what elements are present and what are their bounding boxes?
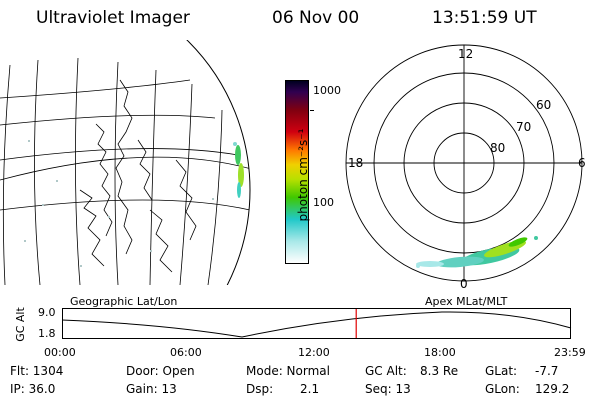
lat-label-80: 80 bbox=[490, 141, 505, 155]
timeline-xtick-2: 12:00 bbox=[298, 346, 330, 359]
timeline-xtick-0: 00:00 bbox=[44, 346, 76, 359]
timeline-xtick-3: 18:00 bbox=[424, 346, 456, 359]
glon-label: GLon: bbox=[485, 382, 520, 396]
altitude-timeline bbox=[62, 308, 572, 339]
date-label: 06 Nov 00 bbox=[272, 8, 360, 28]
ip-value: IP: 36.0 bbox=[10, 382, 56, 396]
altitude-curve bbox=[62, 311, 572, 338]
timeline-ytick-1.8: 1.8 bbox=[38, 327, 56, 340]
dsp-value: 2.1 bbox=[300, 382, 320, 396]
timeline-right-title: Apex MLat/MLT bbox=[425, 295, 508, 308]
timeline-left-title: Geographic Lat/Lon bbox=[70, 295, 178, 308]
mlt-label-12: 12 bbox=[458, 47, 473, 61]
colorbar-label: photon cm⁻²s⁻¹ bbox=[296, 128, 310, 222]
aurora-oval bbox=[416, 236, 538, 268]
geographic-map bbox=[0, 40, 251, 285]
colorbar-tick-1000: 1000 bbox=[313, 84, 341, 97]
instrument-title: Ultraviolet Imager bbox=[36, 8, 190, 28]
time-label: 13:51:59 UT bbox=[432, 8, 537, 28]
timeline-xtick-1: 06:00 bbox=[170, 346, 202, 359]
gc-alt-value: 8.3 Re bbox=[420, 364, 459, 378]
glon-value: 129.2 bbox=[535, 382, 570, 396]
dsp-label: Dsp: bbox=[246, 382, 274, 396]
sequence-value: Seq: 13 bbox=[365, 382, 411, 396]
timeline-y-label: GC Alt bbox=[13, 307, 27, 342]
mode-value: Mode: Normal bbox=[246, 364, 330, 378]
timeline-xtick-4: 23:59 bbox=[554, 346, 586, 359]
gc-alt-label: GC Alt: bbox=[365, 364, 407, 378]
colorbar bbox=[285, 80, 309, 264]
mlt-label-18: 18 bbox=[348, 156, 363, 170]
glat-value: -7.7 bbox=[535, 364, 559, 378]
aurora-streak-map bbox=[233, 142, 244, 198]
polar-plot: 12 18 6 0 60 70 80 bbox=[345, 44, 586, 291]
flight-number: Flt: 1304 bbox=[10, 364, 64, 378]
door-status: Door: Open bbox=[126, 364, 195, 378]
mlt-label-0: 0 bbox=[460, 277, 468, 291]
timeline-ytick-9: 9.0 bbox=[38, 306, 56, 319]
lat-label-60: 60 bbox=[536, 98, 551, 112]
gain-value: Gain: 13 bbox=[126, 382, 177, 396]
mlt-label-6: 6 bbox=[578, 156, 586, 170]
lat-label-70: 70 bbox=[516, 120, 531, 134]
glat-label: GLat: bbox=[485, 364, 518, 378]
colorbar-tick-100: 100 bbox=[313, 196, 334, 209]
